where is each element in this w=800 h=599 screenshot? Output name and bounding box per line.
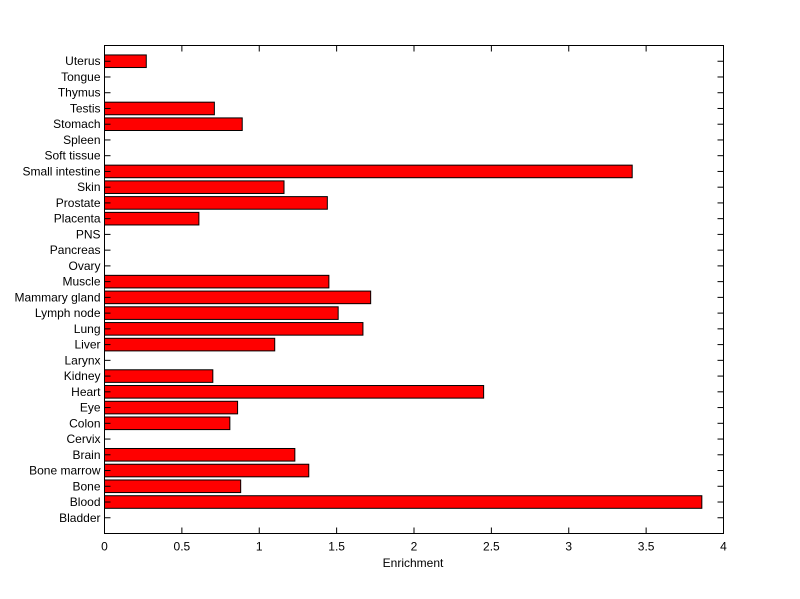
- x-tick-label: 0.5: [174, 540, 191, 554]
- y-tick-label: Thymus: [58, 86, 101, 100]
- y-tick-label: Tongue: [61, 70, 101, 84]
- y-tick-label: Bone: [72, 479, 100, 493]
- y-tick-label: Ovary: [68, 259, 100, 273]
- bar-blood: [104, 495, 703, 509]
- y-tick-label: Mammary gland: [14, 290, 100, 304]
- x-tick-label: 3: [565, 540, 572, 554]
- y-tick-label: Kidney: [64, 369, 101, 383]
- y-tick-label: Testis: [70, 101, 101, 115]
- bar-brain: [104, 447, 296, 462]
- y-tick-label: Blood: [70, 495, 101, 509]
- x-tick-label: 2: [411, 540, 418, 554]
- bar-bone: [104, 479, 242, 494]
- y-tick-label: Colon: [69, 416, 100, 430]
- y-tick-label: Larynx: [64, 353, 100, 367]
- bar-stomach: [104, 117, 243, 132]
- bar-colon: [104, 416, 231, 431]
- y-tick-label: Bone marrow: [29, 464, 101, 478]
- y-tick-label: Spleen: [63, 133, 100, 147]
- bar-lymph-node: [104, 306, 339, 320]
- y-tick-label: Heart: [71, 385, 101, 399]
- y-tick-label: Eye: [80, 401, 101, 415]
- y-tick-label: Uterus: [65, 54, 100, 68]
- bar-kidney: [104, 369, 214, 383]
- bar-muscle: [104, 274, 330, 289]
- y-tick-label: Skin: [77, 180, 100, 194]
- bar-liver: [104, 337, 276, 352]
- bar-eye: [104, 400, 239, 415]
- bar-testis: [104, 101, 215, 116]
- x-tick-label: 0: [101, 540, 108, 554]
- y-tick-label: Stomach: [53, 117, 100, 131]
- y-tick-label: Bladder: [59, 511, 100, 525]
- y-tick-label: Muscle: [62, 275, 100, 289]
- x-tick-label: 4: [720, 540, 727, 554]
- y-tick-label: Cervix: [66, 432, 100, 446]
- y-tick-label: Small intestine: [22, 164, 100, 178]
- bar-placenta: [104, 211, 200, 226]
- bar-heart: [104, 385, 485, 399]
- y-tick-label: Liver: [74, 338, 100, 352]
- y-tick-label: Lymph node: [35, 306, 101, 320]
- bar-uterus: [104, 54, 147, 69]
- bar-mammary-gland: [104, 290, 372, 305]
- y-tick-label: Pancreas: [50, 243, 101, 257]
- bar-bone-marrow: [104, 463, 310, 478]
- x-tick-label: 1.5: [328, 540, 345, 554]
- x-tick-label: 3.5: [638, 540, 655, 554]
- bar-prostate: [104, 196, 328, 210]
- x-tick-label: 1: [256, 540, 263, 554]
- x-tick-labels: 0 0.5 1 1.5 2 2.5 3 3.5 4: [101, 540, 727, 554]
- x-tick-label: 2.5: [483, 540, 500, 554]
- y-tick-label: Placenta: [54, 212, 101, 226]
- y-tick-label: Soft tissue: [44, 149, 100, 163]
- bar-skin: [104, 180, 285, 194]
- y-tick-label: Brain: [72, 448, 100, 462]
- y-tick-label: Prostate: [56, 196, 101, 210]
- bar-small-intestine: [104, 164, 633, 179]
- bar-lung: [104, 322, 364, 336]
- plot-frame: [104, 45, 724, 534]
- y-tick-label: Lung: [74, 322, 101, 336]
- y-tick-label: PNS: [76, 227, 101, 241]
- x-axis-title: Enrichment: [383, 556, 444, 570]
- bars: [104, 54, 703, 509]
